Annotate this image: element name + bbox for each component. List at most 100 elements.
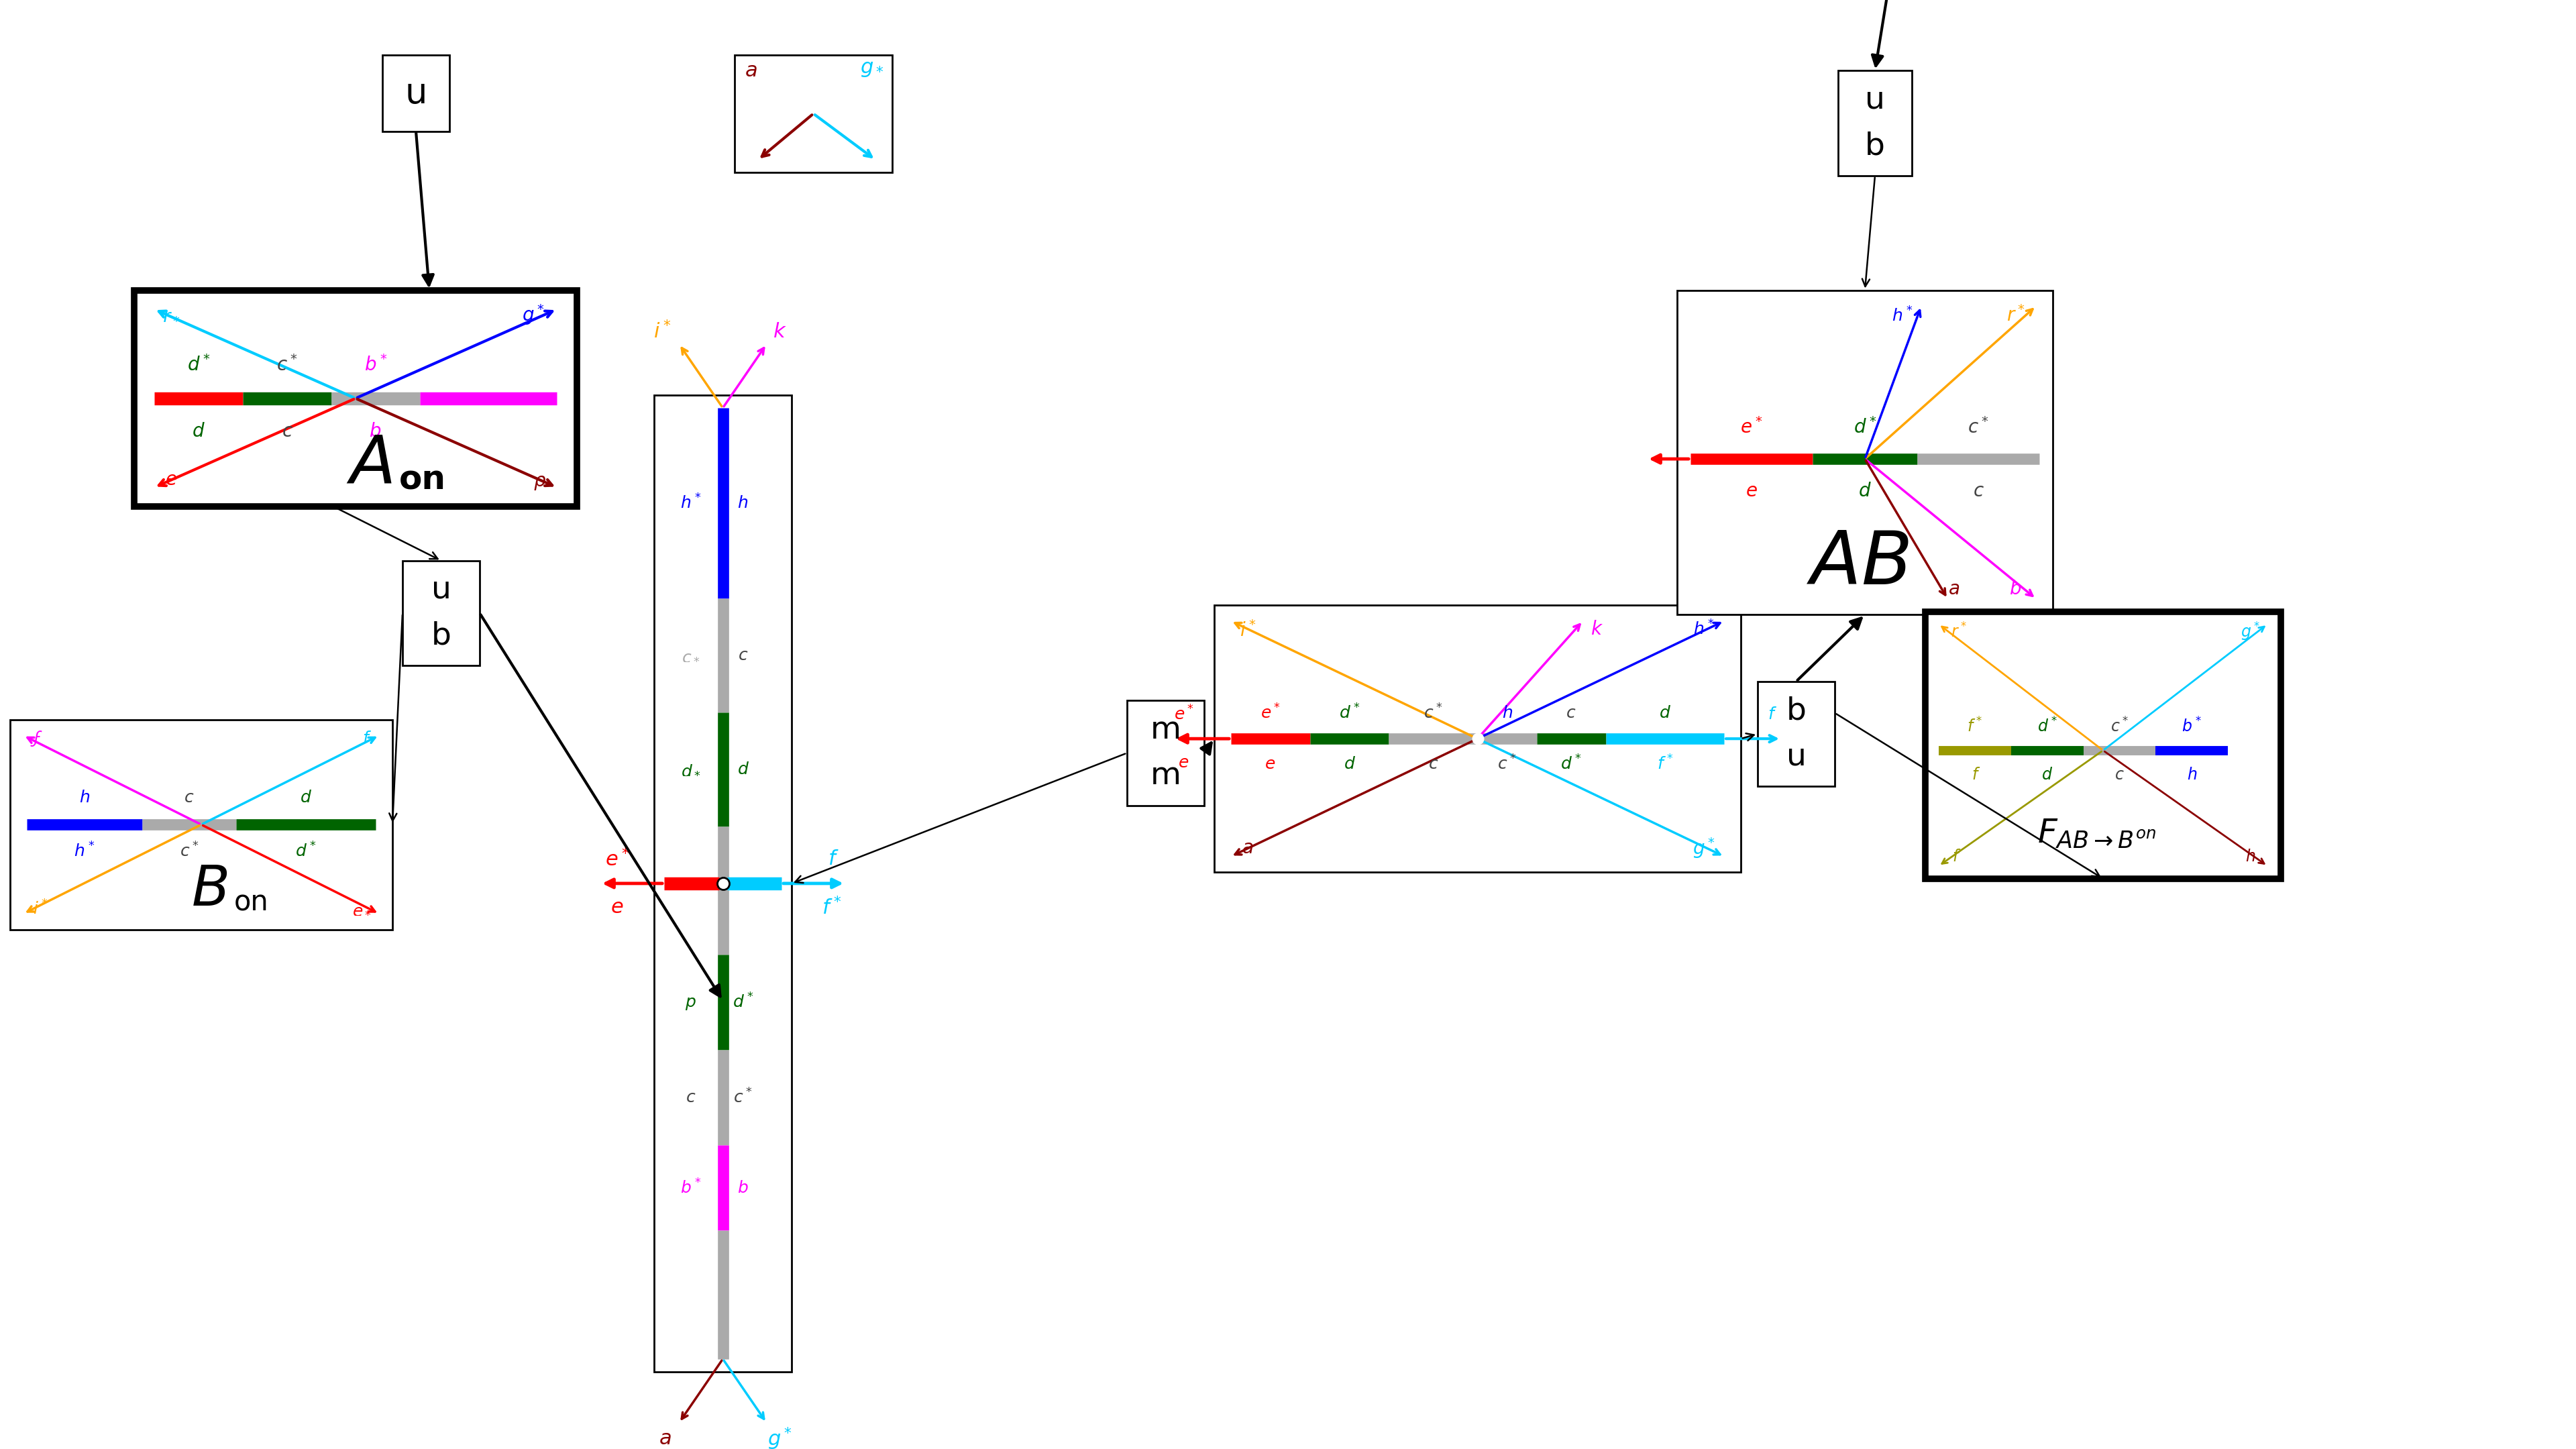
Text: c: c — [281, 422, 291, 440]
Text: d: d — [301, 790, 312, 806]
Text: k: k — [1592, 620, 1602, 639]
FancyBboxPatch shape — [381, 55, 448, 132]
Text: h: h — [80, 790, 90, 806]
Text: $AB$: $AB$ — [1806, 527, 1909, 600]
Text: $d^*$: $d^*$ — [296, 842, 317, 861]
Text: $h^*$: $h^*$ — [1891, 307, 1914, 325]
Text: $g^*$: $g^*$ — [768, 1426, 793, 1449]
Text: d: d — [2043, 767, 2053, 782]
Text: b: b — [371, 422, 381, 440]
Text: a: a — [1947, 580, 1960, 598]
Text: $c^*$: $c^*$ — [1968, 417, 1989, 438]
Text: c: c — [2115, 767, 2123, 782]
Text: $e^*$: $e^*$ — [1741, 417, 1762, 438]
Text: f: f — [829, 849, 835, 869]
Text: c: c — [1566, 706, 1577, 722]
Text: $d^*$: $d^*$ — [1340, 704, 1360, 723]
Text: $g^*$: $g^*$ — [1692, 836, 1716, 861]
Text: h: h — [2187, 767, 2197, 782]
Text: $f^*$: $f^*$ — [1968, 717, 1984, 735]
Text: $A$: $A$ — [345, 433, 392, 497]
Text: $c^*$: $c^*$ — [1425, 704, 1443, 723]
Text: u: u — [404, 75, 428, 110]
Text: $e_*$: $e_*$ — [353, 901, 371, 917]
Text: on: on — [234, 888, 268, 917]
Text: e: e — [1265, 756, 1275, 772]
Text: u: u — [1785, 742, 1806, 772]
Text: f: f — [363, 730, 368, 746]
Text: $f^*$: $f^*$ — [1656, 755, 1672, 774]
Text: c: c — [1973, 481, 1984, 500]
FancyBboxPatch shape — [1128, 700, 1203, 806]
FancyBboxPatch shape — [734, 55, 891, 172]
Text: m: m — [1149, 714, 1180, 745]
Text: d: d — [1345, 756, 1355, 772]
Text: $c^*$: $c^*$ — [1497, 755, 1517, 774]
Text: $\rho$: $\rho$ — [533, 472, 546, 491]
Text: $h^*$: $h^*$ — [680, 494, 701, 511]
Text: b: b — [430, 622, 451, 651]
Text: p: p — [685, 994, 696, 1010]
Text: $c^*$: $c^*$ — [180, 842, 198, 861]
Text: f: f — [1953, 848, 1958, 865]
Text: d: d — [193, 422, 204, 440]
Text: $d^*$: $d^*$ — [188, 355, 211, 375]
Text: $e^*$: $e^*$ — [1175, 706, 1195, 723]
Text: f: f — [1767, 707, 1775, 723]
Text: b: b — [1865, 132, 1886, 161]
Text: $c^*$: $c^*$ — [734, 1088, 752, 1107]
Text: $c^*$: $c^*$ — [276, 355, 299, 375]
FancyBboxPatch shape — [1677, 290, 2053, 614]
Text: $h^*$: $h^*$ — [1692, 620, 1716, 639]
Text: d: d — [1860, 481, 1870, 500]
Text: $B$: $B$ — [191, 864, 227, 917]
Text: $d^*$: $d^*$ — [2038, 717, 2058, 735]
Text: b: b — [737, 1179, 747, 1195]
Text: e: e — [165, 471, 178, 490]
Text: d: d — [1659, 706, 1669, 722]
Text: $b^*$: $b^*$ — [363, 355, 386, 375]
Text: $d_*$: $d_*$ — [680, 761, 701, 777]
Text: $r^*$: $r^*$ — [1950, 623, 1968, 640]
Text: $b^*$: $b^*$ — [680, 1178, 701, 1197]
Text: $i^*$: $i^*$ — [33, 900, 49, 919]
Text: m: m — [1149, 761, 1180, 791]
Text: h: h — [737, 496, 747, 511]
Text: f: f — [1973, 767, 1978, 782]
Text: $F_{AB\rightarrow B^{on}}$: $F_{AB\rightarrow B^{on}}$ — [2038, 819, 2156, 851]
Text: $d^*$: $d^*$ — [1852, 417, 1875, 438]
Text: $f^*$: $f^*$ — [822, 897, 842, 919]
FancyBboxPatch shape — [402, 561, 479, 665]
Text: $h^*$: $h^*$ — [75, 842, 95, 861]
Text: $i^*$: $i^*$ — [1239, 620, 1257, 640]
Text: c: c — [739, 648, 747, 664]
Text: u: u — [1865, 85, 1886, 116]
Text: $b^*$: $b^*$ — [2182, 717, 2202, 735]
Text: c: c — [185, 790, 193, 806]
Text: $e^*$: $e^*$ — [1260, 704, 1280, 723]
Text: $d^*$: $d^*$ — [732, 993, 752, 1011]
FancyBboxPatch shape — [134, 290, 577, 507]
Text: $k$: $k$ — [773, 322, 786, 342]
Text: h: h — [1502, 706, 1512, 722]
FancyBboxPatch shape — [1924, 611, 2280, 878]
Text: a: a — [1242, 839, 1255, 858]
Text: $i^*$: $i^*$ — [654, 320, 672, 342]
Text: h: h — [2246, 848, 2257, 865]
Text: e: e — [611, 898, 623, 917]
Text: $c_*$: $c_*$ — [683, 648, 701, 664]
Text: $d^*$: $d^*$ — [1561, 755, 1582, 774]
FancyBboxPatch shape — [654, 396, 791, 1372]
Text: $g^*$: $g^*$ — [523, 303, 544, 326]
Text: a: a — [659, 1429, 672, 1448]
Text: c: c — [685, 1090, 696, 1106]
Text: $c^*$: $c^*$ — [2110, 717, 2128, 735]
FancyBboxPatch shape — [1757, 681, 1834, 787]
Text: b: b — [2009, 580, 2022, 598]
Text: c: c — [1430, 756, 1437, 772]
Text: e: e — [1747, 481, 1757, 500]
FancyBboxPatch shape — [1839, 71, 1911, 175]
FancyBboxPatch shape — [1213, 606, 1741, 872]
Text: on: on — [399, 464, 446, 496]
Text: $g^*$: $g^*$ — [2241, 622, 2259, 642]
